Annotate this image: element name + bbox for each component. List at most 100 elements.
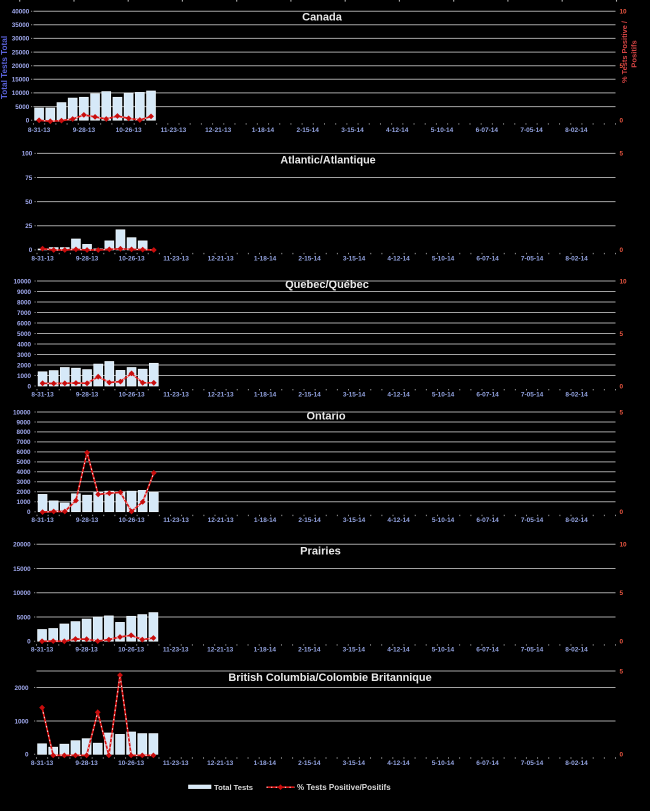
svg-text:9-28-13: 9-28-13 — [75, 760, 98, 767]
svg-text:11-23-13: 11-23-13 — [163, 256, 189, 263]
svg-text:7-05-14: 7-05-14 — [521, 647, 544, 654]
svg-text:9-28-13: 9-28-13 — [73, 127, 96, 134]
svg-text:4-12-14: 4-12-14 — [387, 517, 410, 524]
svg-text:0: 0 — [620, 509, 624, 516]
svg-text:6-07-14: 6-07-14 — [476, 647, 499, 654]
svg-text:10-26-13: 10-26-13 — [118, 647, 144, 654]
svg-text:Total Tests Total: Total Tests Total — [0, 36, 9, 99]
svg-text:0: 0 — [620, 247, 624, 254]
svg-text:6-07-14: 6-07-14 — [476, 760, 499, 767]
svg-text:5: 5 — [620, 151, 624, 158]
svg-text:9000: 9000 — [17, 289, 32, 296]
svg-text:8-02-14: 8-02-14 — [565, 760, 588, 767]
svg-text:12-21-13: 12-21-13 — [207, 760, 233, 767]
svg-text:9-28-13: 9-28-13 — [76, 392, 99, 399]
svg-text:0: 0 — [620, 383, 624, 390]
svg-text:0: 0 — [27, 509, 31, 516]
svg-text:5: 5 — [620, 409, 624, 416]
svg-text:7-05-14: 7-05-14 — [521, 760, 544, 767]
svg-text:11-23-13: 11-23-13 — [161, 127, 187, 134]
svg-text:7-05-14: 7-05-14 — [521, 392, 544, 399]
svg-text:8-31-13: 8-31-13 — [31, 517, 54, 524]
svg-text:10000: 10000 — [13, 409, 31, 416]
svg-text:10-26-13: 10-26-13 — [119, 256, 145, 263]
svg-text:1-18-14: 1-18-14 — [254, 517, 277, 524]
svg-text:15000: 15000 — [13, 566, 31, 573]
svg-text:25: 25 — [25, 223, 33, 230]
svg-text:12-21-13: 12-21-13 — [208, 256, 234, 263]
svg-text:8000: 8000 — [17, 299, 32, 306]
svg-text:8-31-13: 8-31-13 — [31, 647, 54, 654]
svg-text:4-12-14: 4-12-14 — [387, 256, 410, 263]
svg-text:British Columbia/Colombie Brit: British Columbia/Colombie Britannique — [228, 672, 431, 684]
svg-text:1-18-14: 1-18-14 — [254, 760, 277, 767]
svg-text:7000: 7000 — [17, 310, 32, 317]
svg-text:4000: 4000 — [17, 341, 32, 348]
svg-text:5-10-14: 5-10-14 — [432, 392, 455, 399]
svg-text:10-26-13: 10-26-13 — [119, 392, 145, 399]
svg-text:6000: 6000 — [17, 320, 32, 327]
svg-text:10000: 10000 — [13, 590, 31, 597]
svg-text:5000: 5000 — [16, 459, 31, 466]
svg-text:8-31-13: 8-31-13 — [31, 392, 54, 399]
svg-text:2000: 2000 — [16, 489, 31, 496]
svg-text:10-26-13: 10-26-13 — [119, 517, 145, 524]
svg-text:0: 0 — [27, 383, 31, 390]
svg-text:Atlantic/Atlantique: Atlantic/Atlantique — [280, 155, 375, 167]
svg-text:1-18-14: 1-18-14 — [254, 647, 277, 654]
svg-text:20000: 20000 — [13, 542, 31, 549]
svg-text:10-26-13: 10-26-13 — [116, 127, 142, 134]
svg-text:5000: 5000 — [15, 104, 30, 111]
svg-text:10000: 10000 — [13, 278, 31, 285]
svg-text:12-21-13: 12-21-13 — [208, 517, 234, 524]
svg-text:5-10-14: 5-10-14 — [432, 760, 455, 767]
svg-text:0: 0 — [27, 639, 31, 646]
svg-text:Quebec/Québec: Quebec/Québec — [285, 279, 369, 291]
svg-text:Ontario: Ontario — [306, 411, 345, 423]
svg-text:0: 0 — [29, 247, 33, 254]
svg-text:9-28-13: 9-28-13 — [76, 517, 99, 524]
svg-text:8-31-13: 8-31-13 — [31, 760, 54, 767]
svg-text:2-15-14: 2-15-14 — [298, 256, 321, 263]
svg-text:3-15-14: 3-15-14 — [343, 256, 366, 263]
svg-text:4-12-14: 4-12-14 — [386, 127, 409, 134]
svg-text:5: 5 — [620, 63, 624, 70]
svg-text:10-26-13: 10-26-13 — [118, 760, 144, 767]
svg-text:4000: 4000 — [16, 469, 31, 476]
svg-text:7-05-14: 7-05-14 — [520, 127, 543, 134]
svg-text:1000: 1000 — [16, 499, 31, 506]
svg-text:12-21-13: 12-21-13 — [205, 127, 231, 134]
svg-text:12-21-13: 12-21-13 — [208, 392, 234, 399]
svg-text:5000: 5000 — [17, 614, 32, 621]
svg-text:7-05-14: 7-05-14 — [521, 256, 544, 263]
svg-text:0: 0 — [26, 118, 30, 125]
svg-text:10: 10 — [620, 278, 628, 285]
svg-text:3-15-14: 3-15-14 — [343, 392, 366, 399]
svg-text:1-18-14: 1-18-14 — [254, 256, 277, 263]
svg-text:6-07-14: 6-07-14 — [476, 127, 499, 134]
svg-text:10000: 10000 — [12, 90, 30, 97]
svg-text:8-31-13: 8-31-13 — [31, 256, 54, 263]
svg-text:3-15-14: 3-15-14 — [343, 760, 366, 767]
svg-text:5: 5 — [620, 590, 624, 597]
svg-text:% Tests Positive /: % Tests Positive / — [620, 21, 629, 83]
svg-text:8-02-14: 8-02-14 — [565, 647, 588, 654]
svg-text:11-23-13: 11-23-13 — [163, 760, 189, 767]
svg-text:2-15-14: 2-15-14 — [298, 760, 321, 767]
svg-text:75: 75 — [25, 175, 33, 182]
svg-text:11-23-13: 11-23-13 — [163, 517, 189, 524]
svg-text:20000: 20000 — [12, 63, 30, 70]
svg-text:2000: 2000 — [14, 685, 29, 692]
svg-text:6-07-14: 6-07-14 — [476, 517, 499, 524]
svg-text:0: 0 — [620, 639, 624, 646]
svg-text:7000: 7000 — [16, 439, 31, 446]
svg-text:0: 0 — [620, 752, 624, 759]
svg-text:25000: 25000 — [12, 49, 30, 56]
svg-text:8-31-13: 8-31-13 — [28, 127, 51, 134]
svg-text:8-02-14: 8-02-14 — [565, 127, 588, 134]
svg-text:2-15-14: 2-15-14 — [298, 517, 321, 524]
svg-text:3000: 3000 — [16, 479, 31, 486]
svg-text:5-10-14: 5-10-14 — [432, 517, 455, 524]
svg-text:8-02-14: 8-02-14 — [565, 392, 588, 399]
svg-text:4-12-14: 4-12-14 — [387, 647, 410, 654]
